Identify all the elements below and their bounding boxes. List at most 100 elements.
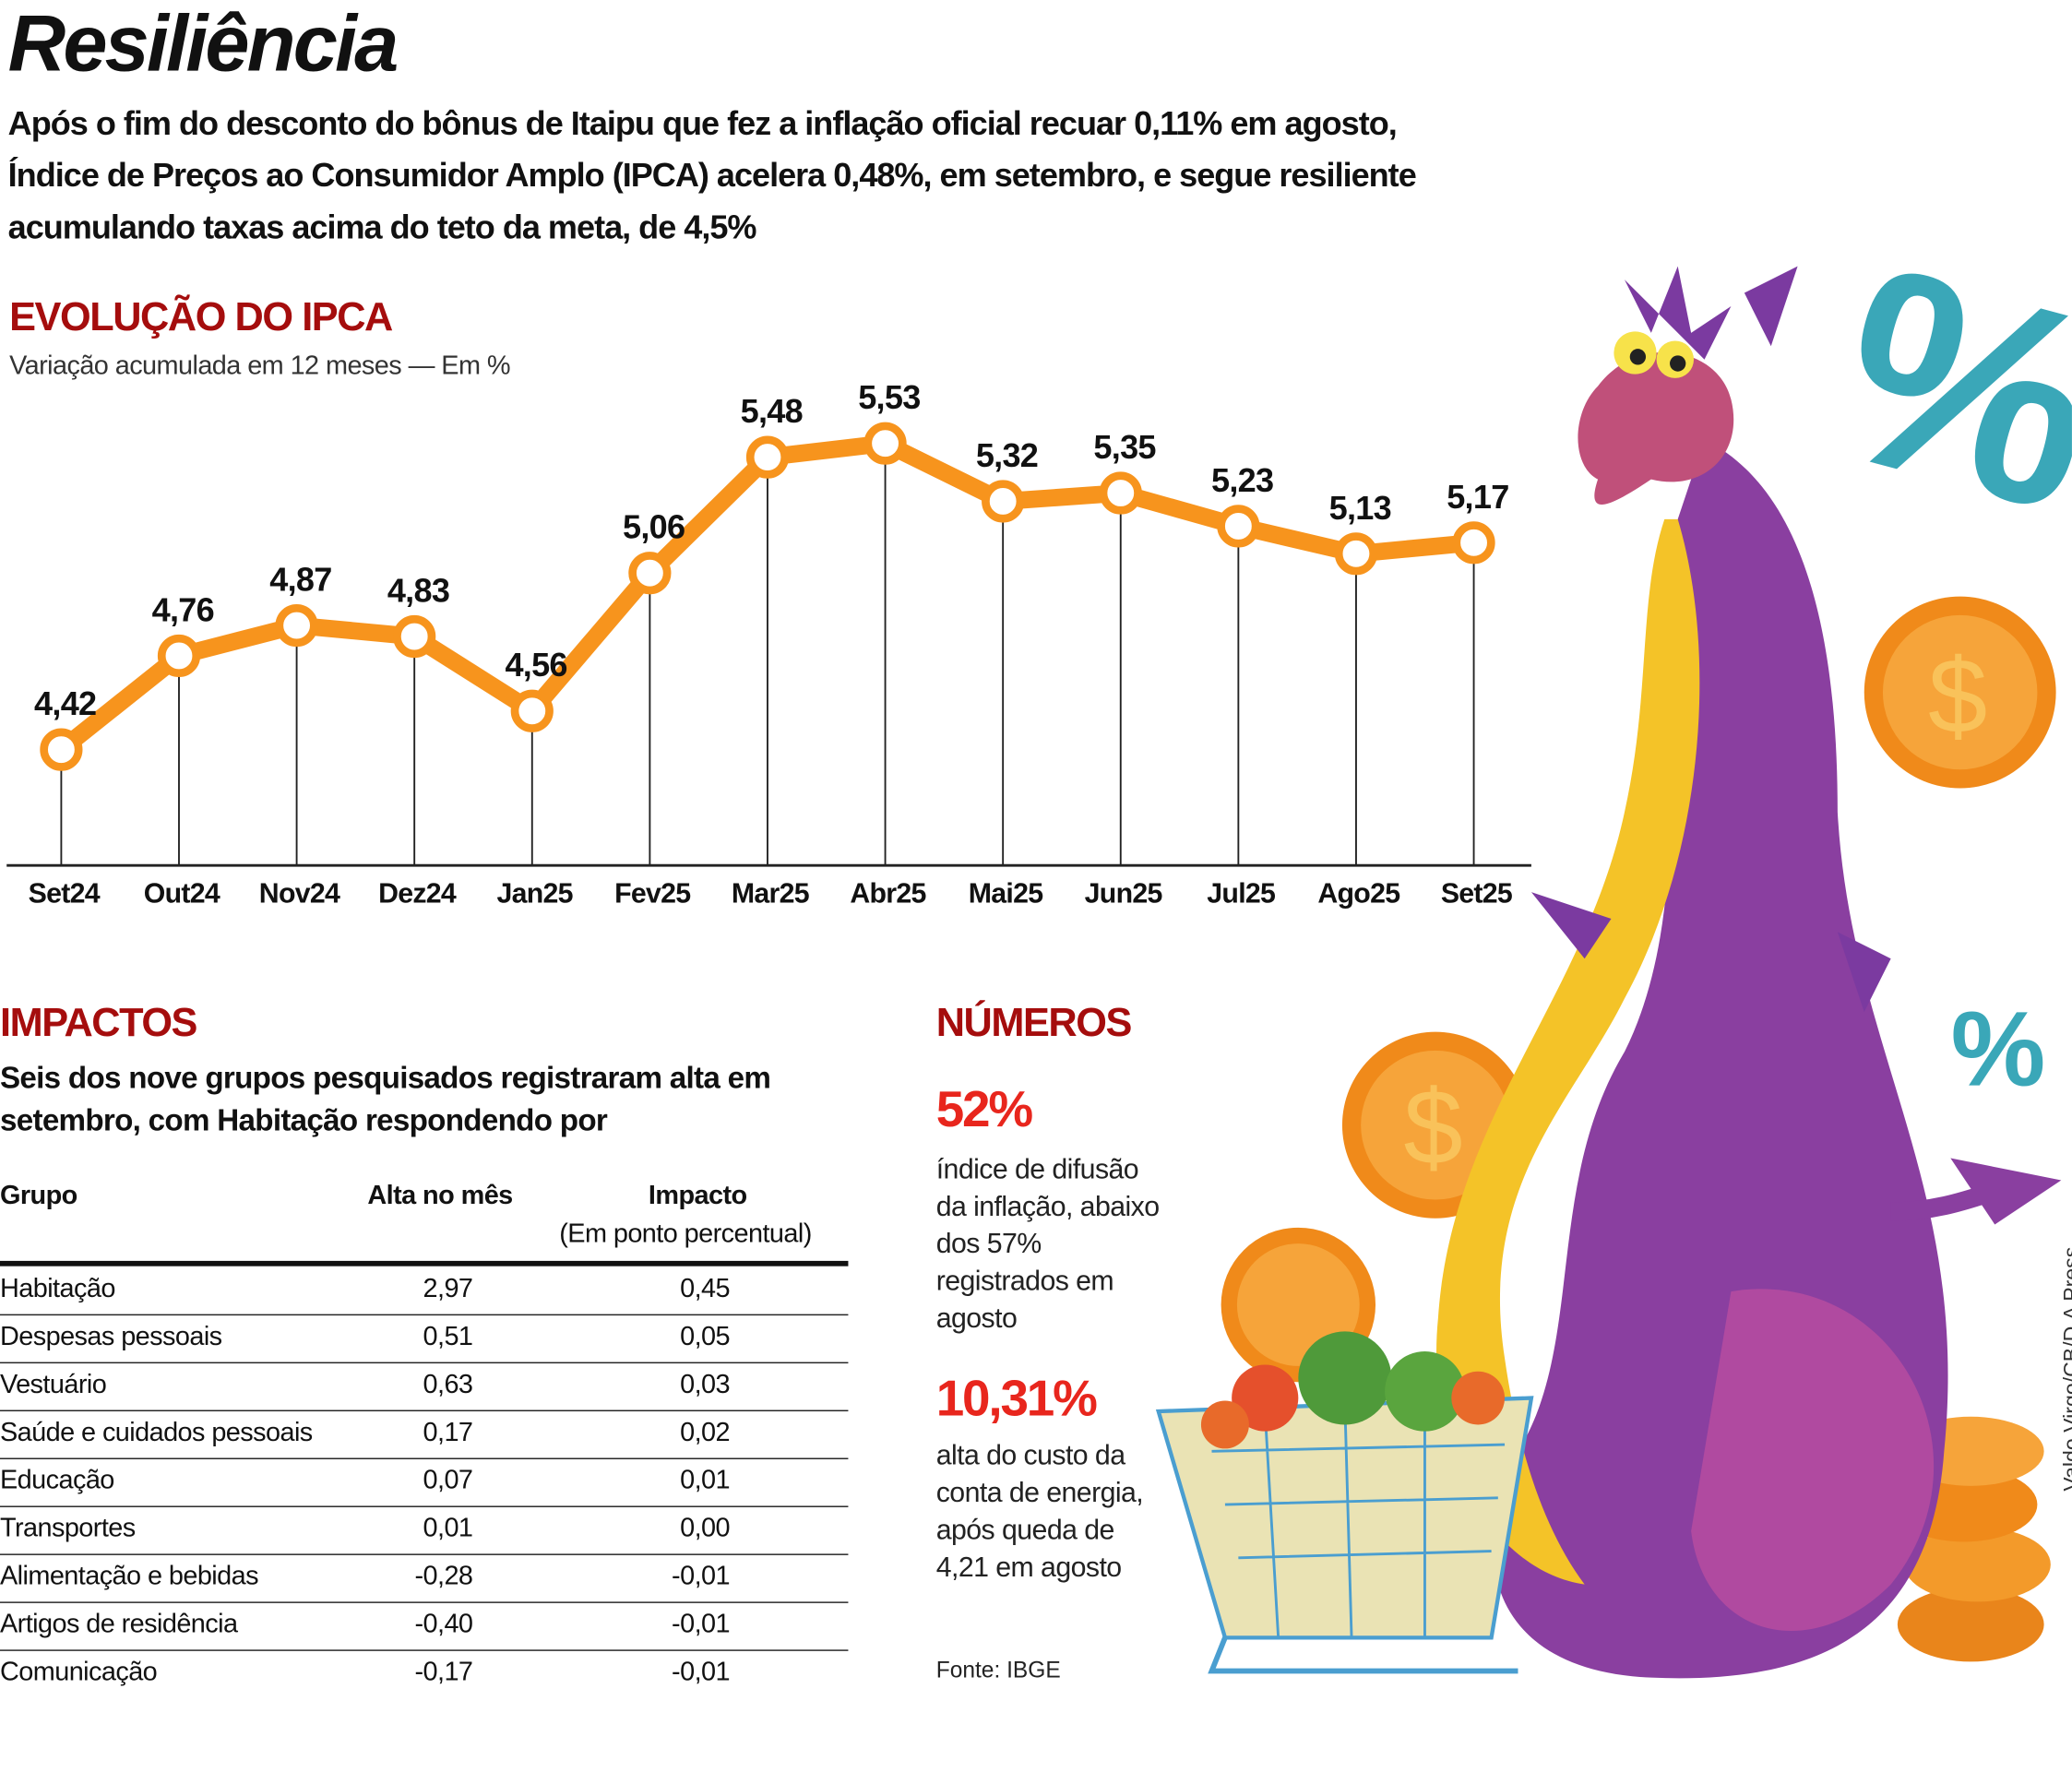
lede: Após o fim do desconto do bônus de Itaip… <box>7 105 1417 247</box>
cell-alta: -0,40 <box>414 1610 473 1639</box>
data-point <box>982 480 1025 523</box>
cell-impacto: 0,45 <box>680 1274 730 1304</box>
table-row: Despesas pessoais 0,51 0,05 <box>0 1314 849 1364</box>
cell-impacto: 0,00 <box>680 1514 730 1543</box>
table-row: Saúde e cuidados pessoais 0,17 0,02 <box>0 1410 849 1459</box>
x-tick-label: Dez24 <box>378 879 457 910</box>
data-label: 5,48 <box>741 392 803 430</box>
impactos-title: IMPACTOS <box>0 1001 197 1046</box>
cell-grupo: Despesas pessoais <box>0 1322 222 1352</box>
x-tick-label: Out24 <box>144 879 220 910</box>
illustration-credit: Valdo Virgo/CB/D.A Press <box>2061 1246 2072 1492</box>
data-point <box>1217 505 1260 548</box>
svg-text:$: $ <box>1928 636 1987 755</box>
x-tick-label: Ago25 <box>1317 879 1399 910</box>
data-label: 4,76 <box>152 590 214 628</box>
data-label: 4,56 <box>505 646 566 684</box>
data-label: 5,17 <box>1447 478 1508 516</box>
numero-value: 10,31% <box>935 1371 1098 1428</box>
chart-title: EVOLUÇÃO DO IPCA <box>9 295 393 340</box>
data-point <box>628 552 672 595</box>
cell-impacto: 0,02 <box>680 1418 730 1447</box>
table-row: Educação 0,07 0,01 <box>0 1458 849 1507</box>
table-row: Comunicação -0,17 -0,01 <box>0 1649 848 1697</box>
header-grupo: Grupo <box>0 1181 77 1211</box>
cell-grupo: Artigos de residência <box>0 1610 238 1639</box>
numero-text: alta do custo da conta de energia, após … <box>935 1440 1144 1584</box>
cell-alta: 0,51 <box>423 1322 473 1352</box>
dragon-illustration: % % $ $ <box>1155 253 2072 1679</box>
x-tick-label: Jun25 <box>1085 879 1162 910</box>
coin-icon: $ <box>1864 596 2056 789</box>
impactos-description: Seis dos nove grupos pesquisados registr… <box>0 1059 771 1137</box>
data-label: 5,23 <box>1211 461 1273 499</box>
header-alta: Alta no mês <box>367 1181 513 1211</box>
cell-alta: -0,28 <box>414 1562 473 1591</box>
data-point <box>1452 521 1495 565</box>
x-tick-label: Nov24 <box>259 879 340 910</box>
cell-grupo: Comunicação <box>0 1658 158 1687</box>
x-tick-label: Mar25 <box>732 879 809 910</box>
data-label: 5,13 <box>1329 489 1391 527</box>
cell-alta: 0,07 <box>423 1466 473 1495</box>
data-point <box>510 689 554 732</box>
cell-grupo: Saúde e cuidados pessoais <box>0 1418 313 1447</box>
cell-alta: 0,17 <box>423 1418 473 1447</box>
cell-grupo: Educação <box>0 1466 114 1495</box>
cell-grupo: Transportes <box>0 1514 136 1543</box>
cell-impacto: 0,05 <box>680 1322 730 1352</box>
cell-grupo: Habitação <box>0 1274 115 1304</box>
percent-icon: % <box>1951 989 2046 1108</box>
data-point <box>745 435 790 479</box>
cell-alta: 0,01 <box>423 1514 473 1543</box>
data-point <box>1099 471 1142 515</box>
cell-alta: 0,63 <box>423 1370 473 1400</box>
x-tick-label: Jan25 <box>497 879 573 910</box>
headline: Resiliência <box>7 0 399 89</box>
numero-value: 52% <box>935 1082 1033 1139</box>
header-impacto-sub: (Em ponto percentual) <box>559 1219 812 1249</box>
chart-subtitle: Variação acumulada em 12 meses — Em % <box>9 351 510 381</box>
x-tick-label: Jul25 <box>1207 879 1275 910</box>
data-label: 5,35 <box>1093 428 1156 466</box>
cell-grupo: Alimentação e bebidas <box>0 1562 259 1591</box>
x-tick-label: Abr25 <box>850 879 925 910</box>
cell-grupo: Vestuário <box>0 1370 107 1400</box>
table-row: Artigos de residência -0,40 -0,01 <box>0 1601 849 1651</box>
data-label: 5,32 <box>976 436 1038 474</box>
data-point <box>393 614 436 659</box>
header-divider <box>0 1260 849 1267</box>
data-point <box>275 603 318 648</box>
data-label: 5,06 <box>623 508 685 546</box>
table-row: Alimentação e bebidas -0,28 -0,01 <box>0 1553 849 1603</box>
svg-text:$: $ <box>1403 1068 1462 1187</box>
coin-icon: $ <box>1341 1031 1530 1219</box>
shopping-cart-icon <box>1155 1331 1534 1674</box>
x-tick-label: Fev25 <box>614 879 690 910</box>
data-point <box>157 634 201 678</box>
percent-icon: % <box>1808 253 2072 572</box>
cell-alta: 2,97 <box>423 1274 473 1304</box>
data-point <box>1334 532 1378 576</box>
data-label: 4,42 <box>34 684 96 722</box>
data-label: 5,53 <box>858 378 920 416</box>
header-impacto: Impacto <box>648 1181 747 1211</box>
cell-impacto: 0,03 <box>680 1370 730 1400</box>
table-row: Habitação 2,97 0,45 <box>0 1267 849 1316</box>
numeros-title: NÚMEROS <box>935 1001 1133 1046</box>
dragon-icon <box>1436 266 2062 1679</box>
cell-impacto: 0,01 <box>680 1466 730 1495</box>
cell-impacto: -0,01 <box>672 1562 730 1591</box>
cell-impacto: -0,01 <box>672 1610 730 1639</box>
data-label: 4,87 <box>269 561 331 599</box>
x-tick-label: Set25 <box>1441 879 1512 910</box>
source: Fonte: IBGE <box>935 1658 1061 1683</box>
data-point <box>40 728 83 771</box>
ipca-line-chart: 4,42 Set24 4,76 Out24 4,87 Nov24 4,83 Dez24 4,56… <box>6 378 1531 910</box>
data-label: 4,83 <box>387 571 449 609</box>
data-point <box>863 422 907 465</box>
cell-impacto: -0,01 <box>672 1658 730 1687</box>
cell-alta: -0,17 <box>414 1658 473 1687</box>
x-tick-label: Mai25 <box>969 879 1043 910</box>
